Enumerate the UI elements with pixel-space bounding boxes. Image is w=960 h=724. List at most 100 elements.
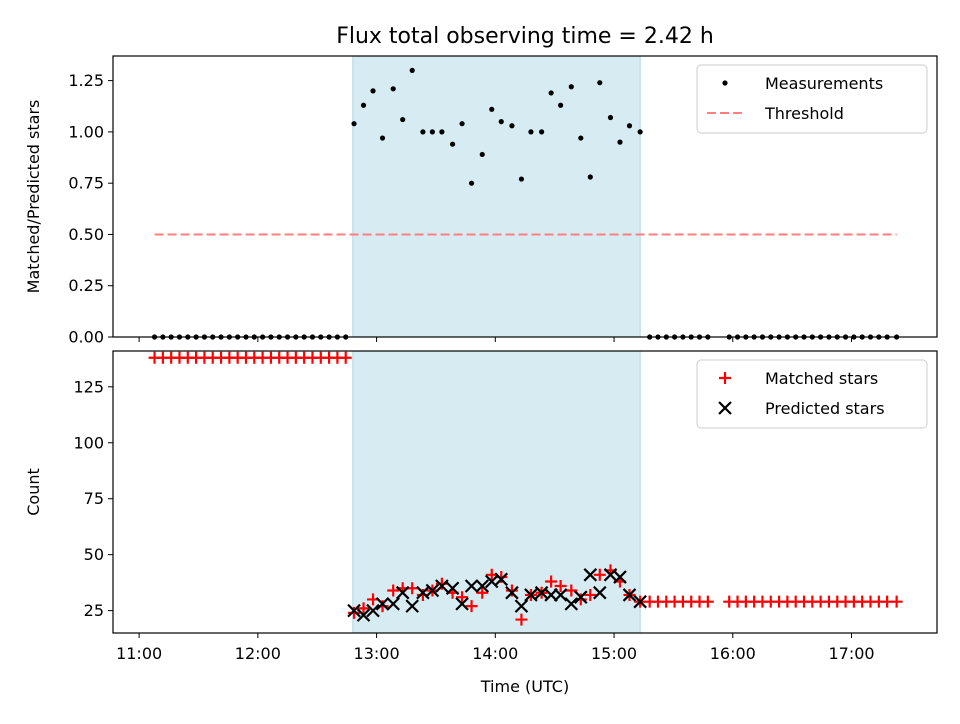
data-point bbox=[584, 588, 597, 601]
data-point bbox=[505, 585, 519, 600]
data-point bbox=[475, 579, 490, 593]
data-point bbox=[607, 114, 614, 121]
panel-2: 25 50 75 100 125 11:00 12:00 13:00 14:00 15:00 16:… bbox=[24, 350, 938, 663]
data-point bbox=[617, 139, 623, 145]
legend-marker bbox=[719, 372, 731, 384]
x-tick-label: 15:00 bbox=[591, 644, 637, 663]
data-point bbox=[435, 577, 448, 590]
data-point bbox=[456, 591, 469, 604]
plot-frame-2 bbox=[112, 350, 938, 634]
y-tick-label: 100 bbox=[73, 433, 104, 452]
data-point bbox=[494, 572, 509, 587]
data-point bbox=[505, 584, 518, 597]
y-tick-label: 0.00 bbox=[68, 328, 104, 347]
data-point bbox=[890, 595, 903, 608]
data-point bbox=[524, 588, 538, 602]
data-point bbox=[375, 597, 390, 611]
panel-1: 0.00 0.25 0.50 0.75 1.00 1.25 Matched/Predicte… bbox=[24, 55, 938, 347]
data-point bbox=[515, 613, 528, 626]
data-point bbox=[509, 123, 515, 129]
data-point bbox=[464, 579, 479, 593]
data-point bbox=[357, 602, 370, 615]
data-point bbox=[637, 129, 643, 135]
x-tick-label: 16:00 bbox=[710, 644, 756, 663]
x-tick-label: 17:00 bbox=[828, 644, 874, 663]
data-point bbox=[518, 176, 525, 182]
data-point bbox=[498, 119, 504, 125]
y-tick-label: 125 bbox=[73, 377, 104, 396]
y-axis-label-1: Matched/Predicted stars bbox=[24, 100, 43, 294]
data-point bbox=[435, 579, 449, 593]
y-tick-label: 1.00 bbox=[68, 122, 104, 141]
data-point bbox=[489, 106, 495, 112]
data-point bbox=[429, 129, 435, 135]
y-tick-label: 1.25 bbox=[68, 71, 104, 90]
data-point bbox=[386, 597, 400, 611]
y-tick-label: 0.50 bbox=[68, 225, 104, 244]
y-tick-label: 0.75 bbox=[68, 174, 104, 193]
chart-title: Flux total observing time = 2.42 h bbox=[336, 24, 714, 49]
data-point bbox=[387, 584, 400, 597]
data-point bbox=[366, 603, 380, 618]
y-tick-label: 50 bbox=[84, 545, 104, 564]
legend-marker bbox=[722, 80, 728, 86]
plot-frame-1 bbox=[112, 55, 938, 338]
series-matched-stars bbox=[148, 351, 903, 626]
data-point bbox=[455, 597, 469, 611]
data-point bbox=[379, 135, 386, 141]
data-point bbox=[568, 84, 574, 90]
data-point bbox=[439, 129, 445, 135]
legend-box bbox=[696, 359, 928, 429]
x-tick-label: 11:00 bbox=[116, 644, 162, 663]
data-point bbox=[370, 88, 376, 94]
data-point bbox=[425, 583, 440, 598]
legend-label: Threshold bbox=[764, 104, 844, 123]
data-point bbox=[574, 590, 588, 604]
data-point bbox=[593, 568, 606, 581]
data-point bbox=[593, 585, 607, 600]
y-tick-label: 75 bbox=[84, 489, 104, 508]
data-point bbox=[459, 121, 465, 127]
data-point bbox=[348, 606, 361, 619]
data-point bbox=[465, 600, 478, 613]
data-point bbox=[626, 123, 633, 129]
data-point bbox=[558, 102, 564, 108]
y-axis-label-2: Count bbox=[24, 468, 43, 516]
data-point bbox=[468, 180, 475, 186]
data-point bbox=[539, 129, 545, 135]
legend-1: Measurements Threshold bbox=[696, 64, 928, 134]
data-point bbox=[564, 597, 579, 611]
data-point bbox=[622, 588, 637, 602]
data-point bbox=[583, 568, 598, 582]
legend-label: Predicted stars bbox=[765, 399, 885, 418]
legend-label: Matched stars bbox=[765, 369, 878, 388]
data-point bbox=[351, 121, 357, 127]
x-axis-label: Time (UTC) bbox=[480, 677, 569, 696]
series-predicted-stars bbox=[347, 568, 647, 622]
data-point bbox=[405, 599, 419, 613]
data-point bbox=[360, 102, 367, 108]
legend-label: Measurements bbox=[765, 74, 883, 93]
data-point bbox=[449, 141, 456, 147]
data-point bbox=[587, 174, 593, 180]
x-tick-label: 12:00 bbox=[235, 644, 281, 663]
data-point bbox=[347, 603, 361, 618]
x-tick-label: 13:00 bbox=[354, 644, 400, 663]
data-point bbox=[339, 351, 352, 364]
data-point bbox=[565, 584, 578, 597]
data-point bbox=[390, 86, 396, 92]
data-point bbox=[409, 67, 415, 73]
data-point bbox=[633, 594, 647, 609]
data-point bbox=[554, 580, 567, 592]
data-point bbox=[528, 129, 534, 135]
data-point bbox=[578, 135, 584, 141]
data-point bbox=[476, 586, 489, 599]
data-point bbox=[548, 90, 554, 96]
data-point bbox=[400, 116, 406, 123]
data-point bbox=[553, 588, 568, 602]
legend-marker bbox=[718, 401, 732, 415]
data-point bbox=[479, 151, 485, 158]
data-point bbox=[701, 595, 714, 608]
